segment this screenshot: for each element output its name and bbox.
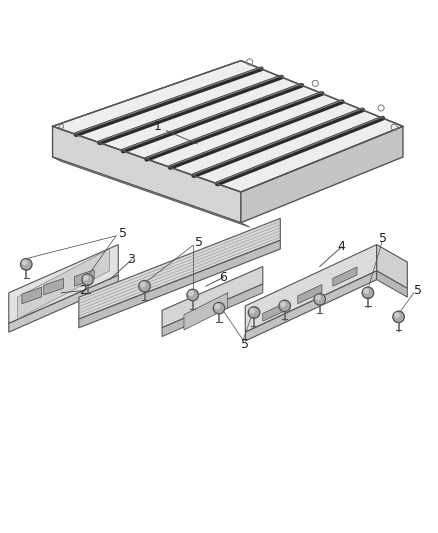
Circle shape xyxy=(364,289,368,293)
Polygon shape xyxy=(53,157,250,227)
Circle shape xyxy=(362,287,374,298)
Polygon shape xyxy=(9,245,118,324)
Polygon shape xyxy=(245,271,377,341)
Circle shape xyxy=(393,311,404,322)
Polygon shape xyxy=(377,271,407,297)
Text: 5: 5 xyxy=(379,231,387,245)
Circle shape xyxy=(395,313,399,317)
Circle shape xyxy=(281,302,285,306)
Text: 5: 5 xyxy=(195,236,203,249)
Polygon shape xyxy=(333,267,357,286)
Text: 4: 4 xyxy=(338,240,346,253)
Circle shape xyxy=(82,274,93,285)
Text: 5: 5 xyxy=(414,284,422,297)
Circle shape xyxy=(215,304,219,309)
Polygon shape xyxy=(22,287,42,304)
Polygon shape xyxy=(377,245,407,288)
Text: 3: 3 xyxy=(127,253,135,266)
Polygon shape xyxy=(245,245,377,332)
Polygon shape xyxy=(79,240,280,328)
Polygon shape xyxy=(53,61,403,192)
Circle shape xyxy=(187,289,198,301)
Circle shape xyxy=(22,260,27,265)
Circle shape xyxy=(316,295,320,300)
Text: 2: 2 xyxy=(79,284,87,297)
Circle shape xyxy=(84,276,88,280)
Polygon shape xyxy=(184,293,228,330)
Polygon shape xyxy=(74,270,94,286)
Circle shape xyxy=(141,282,145,287)
Circle shape xyxy=(279,300,290,312)
Polygon shape xyxy=(18,249,109,319)
Polygon shape xyxy=(44,278,64,295)
Text: 5: 5 xyxy=(241,338,249,351)
Polygon shape xyxy=(241,126,403,223)
Polygon shape xyxy=(298,285,322,304)
Polygon shape xyxy=(53,126,241,223)
Polygon shape xyxy=(9,275,118,332)
Circle shape xyxy=(21,259,32,270)
Polygon shape xyxy=(79,219,280,319)
Polygon shape xyxy=(162,284,263,336)
Circle shape xyxy=(248,307,260,318)
Polygon shape xyxy=(263,302,287,321)
Polygon shape xyxy=(162,266,263,328)
Circle shape xyxy=(250,309,254,313)
Text: 6: 6 xyxy=(219,271,227,284)
Text: 5: 5 xyxy=(119,227,127,240)
Circle shape xyxy=(189,291,193,295)
Circle shape xyxy=(314,294,325,305)
Circle shape xyxy=(139,280,150,292)
Text: 1: 1 xyxy=(154,120,162,133)
Circle shape xyxy=(213,302,225,314)
